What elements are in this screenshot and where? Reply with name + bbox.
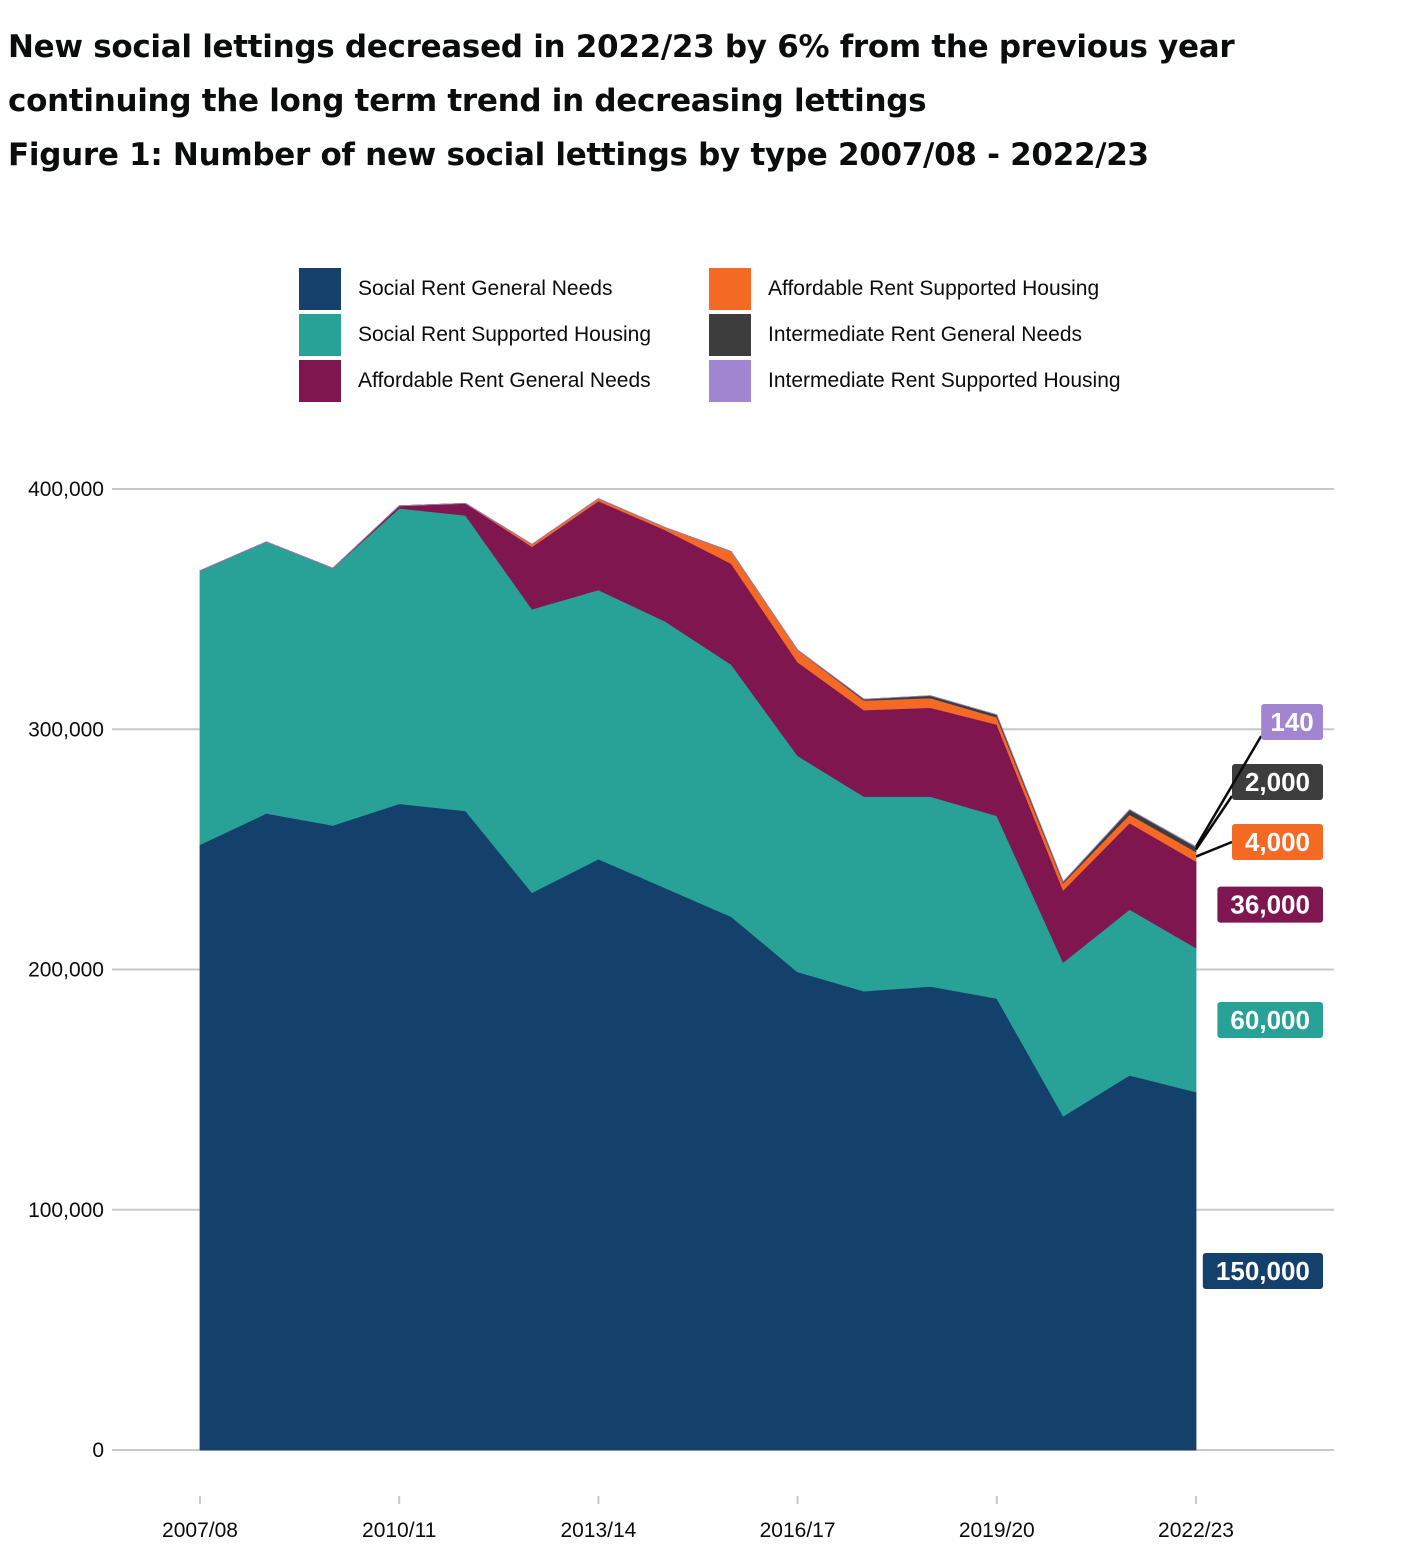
stacked-area-chart: 0 100,000 200,000 300,000 400,000 2007/08 2010… (28, 478, 1334, 1542)
end-label: 140 (1270, 707, 1313, 737)
x-tick-label: 2022/23 (1158, 1519, 1234, 1542)
x-tick-label: 2007/08 (162, 1519, 238, 1542)
legend-item-intermediate-rent-supported-housing: Intermediate Rent Supported Housing (709, 360, 1121, 402)
end-label-box (1232, 764, 1323, 800)
y-tick-label: 400,000 (28, 478, 104, 501)
legend-swatch (709, 360, 751, 402)
end-label: 2,000 (1245, 767, 1310, 797)
legend-swatch (709, 314, 751, 356)
x-tick-label: 2010/11 (362, 1519, 436, 1542)
legend-swatch (299, 268, 341, 310)
legend-swatch (709, 268, 751, 310)
y-tick-label: 200,000 (28, 959, 104, 982)
legend-item-social-rent-supported-housing: Social Rent Supported Housing (299, 314, 651, 356)
legend-label: Social Rent Supported Housing (358, 323, 652, 346)
end-label: 150,000 (1216, 1256, 1310, 1286)
legend-item-affordable-rent-supported-housing: Affordable Rent Supported Housing (709, 268, 1099, 310)
chart-legend: Social Rent General Needs Social Rent Su… (299, 268, 1199, 408)
end-label-box (1232, 824, 1323, 860)
headline: New social lettings decreased in 2022/23… (8, 29, 1235, 119)
end-label-leader (1194, 735, 1263, 848)
end-label: 36,000 (1230, 890, 1310, 920)
y-tick-label: 300,000 (28, 718, 104, 741)
end-label-box (1217, 1001, 1323, 1038)
legend-swatch (299, 360, 341, 402)
end-label-box (1202, 1253, 1323, 1290)
end-label-leader (1195, 840, 1233, 858)
end-label: 4,000 (1245, 827, 1310, 857)
legend-label: Affordable Rent Supported Housing (768, 277, 1100, 300)
legend-swatch (299, 314, 341, 356)
end-label-leader (1194, 795, 1234, 851)
legend-label: Intermediate Rent Supported Housing (768, 369, 1121, 392)
end-label: 60,000 (1230, 1005, 1310, 1035)
end-label-box (1261, 704, 1323, 740)
area-series (199, 498, 1197, 1451)
x-tick-label: 2016/17 (760, 1519, 836, 1542)
legend-item-intermediate-rent-general-needs: Intermediate Rent General Needs (709, 314, 1082, 356)
legend-item-social-rent-general-needs: Social Rent General Needs (299, 268, 612, 310)
y-tick-label: 0 (92, 1439, 104, 1462)
end-labels: 150,000 60,000 36,000 4,000 2,000 140 (1194, 704, 1323, 1290)
figure-title: Figure 1: Number of new social lettings … (8, 137, 1149, 173)
x-tick-label: 2019/20 (959, 1519, 1035, 1542)
axes: 0 100,000 200,000 300,000 400,000 2007/08 2010… (28, 478, 1234, 1542)
legend-item-affordable-rent-general-needs: Affordable Rent General Needs (299, 360, 651, 402)
legend-label: Affordable Rent General Needs (358, 369, 651, 392)
y-tick-label: 100,000 (28, 1199, 104, 1222)
x-tick-label: 2013/14 (560, 1519, 636, 1542)
legend-label: Social Rent General Needs (358, 277, 613, 300)
end-label-box (1217, 886, 1323, 923)
legend-label: Intermediate Rent General Needs (768, 323, 1083, 346)
